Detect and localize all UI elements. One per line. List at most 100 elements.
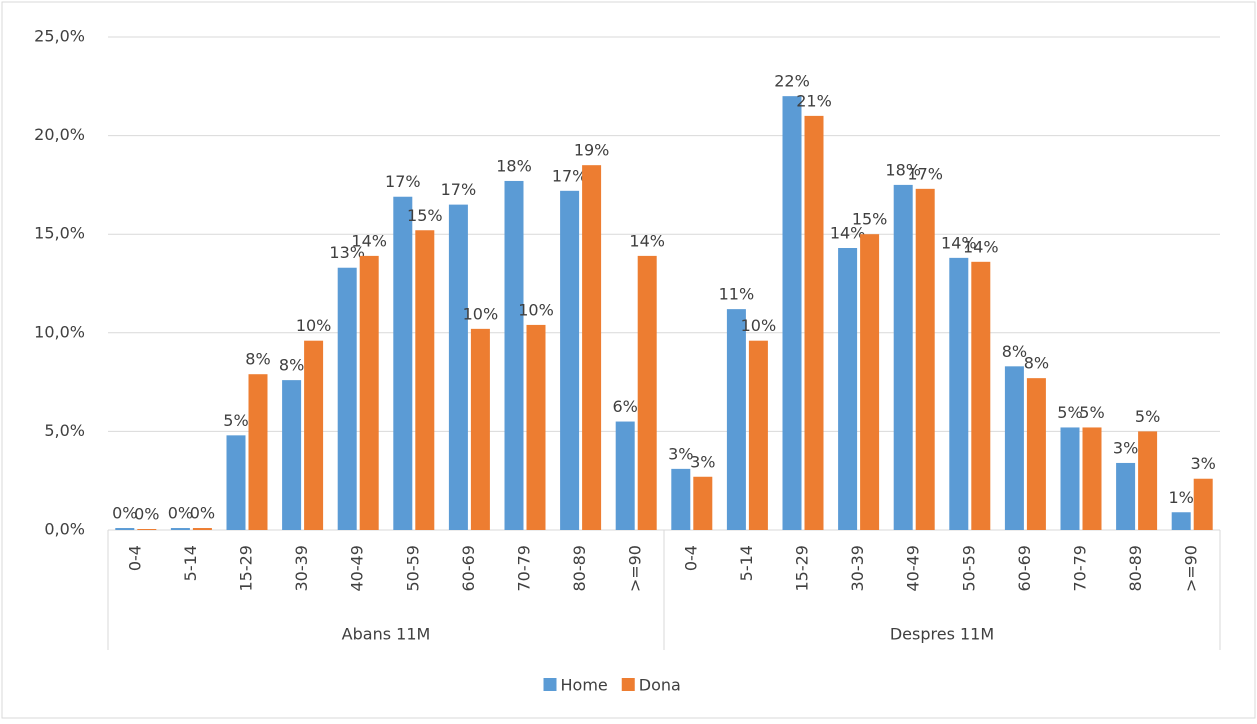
bar [1193, 478, 1213, 530]
bar [615, 421, 635, 530]
bar [1082, 427, 1102, 530]
data-label: 19% [574, 141, 610, 160]
bar [838, 248, 858, 530]
bar [782, 96, 802, 530]
data-label: 5% [223, 411, 248, 430]
y-tick-label: 5,0% [44, 421, 85, 440]
data-label: 3% [1191, 454, 1216, 473]
y-tick-label: 10,0% [34, 322, 85, 341]
legend-swatch [543, 678, 557, 691]
x-tick-label: 15-29 [793, 545, 812, 592]
x-tick-label: 50-59 [959, 545, 978, 592]
x-tick-label: 5-14 [737, 545, 756, 581]
group-label: Despres 11M [890, 625, 994, 644]
bar [1060, 427, 1080, 530]
data-label: 10% [296, 316, 332, 335]
y-tick-label: 15,0% [34, 224, 85, 243]
x-tick-label: 0-4 [681, 545, 700, 571]
bar [359, 255, 379, 530]
x-tick-label: 5-14 [181, 545, 200, 581]
bar [1116, 462, 1136, 530]
data-label: 3% [1113, 438, 1138, 457]
bar [1171, 512, 1191, 530]
data-label: 15% [852, 210, 888, 229]
bar [137, 529, 157, 530]
bar [804, 115, 824, 530]
y-tick-label: 20,0% [34, 125, 85, 144]
bar [304, 340, 324, 530]
bar [949, 257, 969, 530]
x-tick-label: 60-69 [1015, 545, 1034, 592]
x-tick-label: 80-89 [1126, 545, 1145, 592]
data-label: 18% [885, 160, 921, 179]
bar [226, 435, 246, 530]
bar [526, 324, 546, 530]
x-tick-label: 70-79 [1071, 545, 1090, 592]
bar [893, 184, 913, 530]
y-tick-label: 0,0% [44, 520, 85, 539]
x-tick-label: 80-89 [570, 545, 589, 592]
data-label: 14% [629, 231, 665, 250]
bar [1026, 378, 1046, 530]
data-label: 8% [245, 350, 270, 369]
data-label: 3% [668, 444, 693, 463]
legend-swatch [621, 678, 635, 691]
bar [971, 261, 991, 530]
x-tick-label: 50-59 [403, 545, 422, 592]
data-label: 10% [463, 304, 499, 323]
x-tick-label: 30-39 [848, 545, 867, 592]
data-label: 14% [830, 224, 866, 243]
data-label: 5% [1135, 407, 1160, 426]
legend-label: Dona [639, 676, 681, 695]
data-label: 0% [190, 504, 215, 523]
data-label: 1% [1169, 488, 1194, 507]
x-tick-label: 0-4 [125, 545, 144, 571]
bar [192, 528, 212, 530]
data-label: 14% [963, 237, 999, 256]
x-tick-label: 40-49 [348, 545, 367, 592]
bar [726, 309, 746, 530]
bar [582, 165, 602, 530]
bar [671, 468, 691, 530]
y-tick-label: 25,0% [34, 27, 85, 46]
bar [504, 180, 524, 530]
bar [470, 328, 490, 530]
data-label: 11% [719, 285, 755, 304]
data-label: 5% [1057, 403, 1082, 422]
data-label: 0% [134, 505, 159, 524]
data-label: 13% [329, 243, 365, 262]
bar [393, 196, 413, 530]
data-label: 15% [407, 206, 443, 225]
x-tick-label: >=90 [626, 545, 645, 592]
data-label: 14% [351, 231, 387, 250]
x-tick-label: 15-29 [237, 545, 256, 592]
data-label: 17% [907, 164, 943, 183]
data-label: 5% [1079, 403, 1104, 422]
data-label: 14% [941, 233, 977, 252]
data-label: 22% [774, 72, 810, 91]
x-tick-label: 30-39 [292, 545, 311, 592]
data-label: 8% [279, 356, 304, 375]
data-label: 10% [518, 300, 554, 319]
bar [637, 255, 657, 530]
bar [282, 380, 302, 530]
data-label: 21% [796, 91, 832, 110]
bar [693, 476, 713, 530]
bar [415, 230, 435, 531]
data-label: 18% [496, 156, 532, 175]
data-label: 6% [613, 397, 638, 416]
data-label: 3% [690, 452, 715, 471]
legend-label: Home [561, 676, 608, 695]
data-label: 0% [168, 504, 193, 523]
bar [748, 340, 768, 530]
bar [115, 528, 135, 530]
x-tick-label: 40-49 [904, 545, 923, 592]
bar [248, 374, 268, 530]
data-label: 17% [385, 172, 421, 191]
data-label: 8% [1002, 342, 1027, 361]
data-label: 17% [552, 166, 588, 185]
bar [1138, 431, 1158, 530]
bar [448, 204, 468, 530]
bar [1004, 366, 1024, 530]
